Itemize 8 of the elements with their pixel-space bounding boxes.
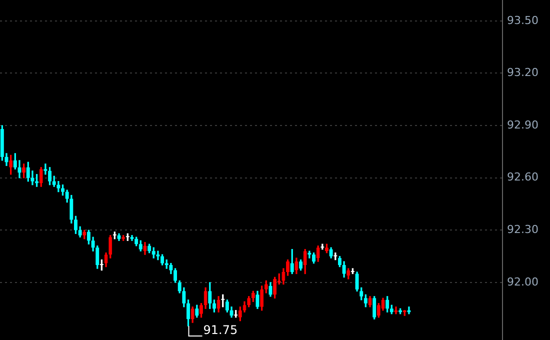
y-tick-label: 92.00 bbox=[507, 275, 538, 288]
y-tick-label: 93.20 bbox=[507, 66, 538, 80]
y-tick-label: 92.60 bbox=[507, 170, 538, 184]
annotation: 91.75 bbox=[203, 323, 238, 338]
y-tick-label: 93.50 bbox=[507, 14, 538, 27]
y-tick-label: 92.30 bbox=[507, 223, 538, 236]
candlestick bbox=[156, 250, 160, 260]
y-tick-label: 92.90 bbox=[507, 118, 538, 132]
